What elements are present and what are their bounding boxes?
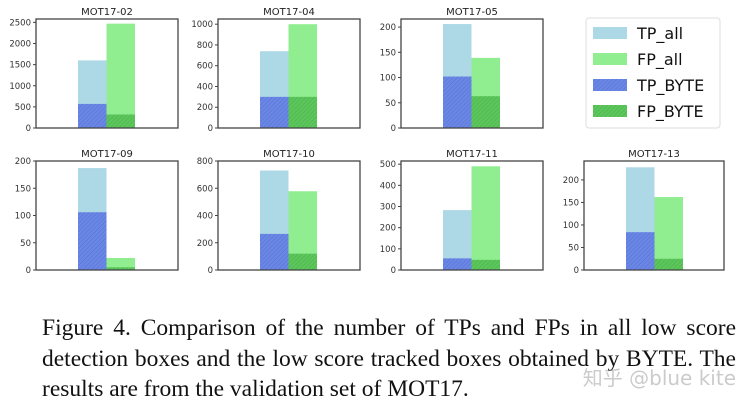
bar-fp-all — [106, 258, 135, 270]
legend-swatch-tp-all — [593, 27, 627, 39]
y-tick-label: 1000 — [9, 82, 31, 92]
y-tick-label: 150 — [380, 48, 396, 58]
y-tick-label: 50 — [568, 243, 579, 253]
subplot-mot17-04: 0 200 400 600 800 1000 MOT17-04 — [191, 7, 361, 134]
y-tick-label: 0 — [208, 266, 213, 276]
y-tick-label: 1500 — [9, 61, 31, 71]
axes-frame — [217, 18, 361, 129]
axes-frame — [583, 160, 725, 271]
bar-tp-byte — [260, 96, 289, 128]
subplot-mot17-02: 0 500 1000 1500 2000 2500 MOT17-02 — [9, 7, 179, 134]
y-tick-label: 0 — [391, 266, 396, 276]
bar-fp-byte — [106, 267, 135, 270]
subplot-title: MOT17-09 — [81, 149, 133, 160]
y-tick-label: 0 — [574, 266, 579, 276]
subplot-title: MOT17-04 — [263, 7, 315, 18]
y-tick-label: 200 — [380, 23, 396, 33]
legend-label: TP_all — [636, 24, 683, 44]
y-tick-label: 2500 — [9, 18, 31, 28]
y-tick-label: 300 — [380, 203, 396, 213]
bar-fp-byte — [471, 259, 500, 270]
y-tick-label: 800 — [197, 41, 213, 51]
figure-caption: Figure 4. Comparison of the number of TP… — [42, 315, 736, 402]
bar-fp-all — [106, 23, 135, 129]
bar-tp-byte — [260, 233, 289, 270]
y-tick-label: 200 — [563, 176, 579, 186]
y-tick-label: 0 — [208, 124, 213, 134]
bar-tp-byte — [443, 258, 472, 270]
legend-label: FP_BYTE — [637, 102, 704, 122]
bar-tp-byte — [443, 76, 472, 128]
y-tick-label: 200 — [15, 157, 31, 167]
bar-tp-byte — [626, 232, 655, 270]
subplot-mot17-13: 0 50 100 150 200 MOT17-13 — [563, 149, 725, 276]
subplot-title: MOT17-11 — [446, 149, 498, 160]
axes-frame — [400, 160, 544, 271]
y-tick-label: 100 — [15, 212, 31, 222]
watermark: 知乎 @blue kite — [582, 366, 736, 390]
bar-fp-byte — [288, 96, 317, 128]
subplot-title: MOT17-05 — [446, 7, 498, 18]
subplot-mot17-05: 0 50 100 150 200 MOT17-05 — [380, 7, 544, 134]
bar-fp-byte — [471, 96, 500, 128]
bar-tp-byte — [78, 103, 107, 128]
y-tick-label: 800 — [197, 157, 213, 167]
y-tick-label: 2000 — [9, 40, 31, 50]
y-tick-label: 0 — [391, 124, 396, 134]
y-tick-label: 200 — [197, 239, 213, 249]
y-tick-label: 1000 — [191, 20, 213, 30]
y-tick-label: 500 — [15, 103, 31, 113]
y-tick-label: 50 — [20, 239, 31, 249]
legend-box — [585, 17, 721, 129]
y-tick-label: 150 — [15, 184, 31, 194]
y-tick-label: 400 — [380, 181, 396, 191]
y-tick-label: 200 — [197, 103, 213, 113]
legend-label: FP_all — [637, 50, 683, 70]
y-tick-label: 100 — [563, 221, 579, 231]
y-tick-label: 100 — [380, 74, 396, 84]
y-tick-label: 500 — [380, 160, 396, 170]
y-tick-label: 50 — [385, 99, 396, 109]
subplot-mot17-09: 0 50 100 150 200 MOT17-09 — [15, 149, 179, 276]
subplot-title: MOT17-13 — [628, 149, 680, 160]
subplot-title: MOT17-10 — [263, 149, 315, 160]
y-tick-label: 0 — [26, 124, 31, 134]
axes-frame — [35, 18, 179, 129]
axes-frame — [35, 160, 179, 271]
bar-tp-byte — [78, 212, 107, 270]
legend-swatch-fp-byte — [593, 105, 627, 117]
figure-chart: 05001000150020002500MOT17-02020040060080… — [9, 7, 725, 276]
subplot-mot17-10: 0 200 400 600 800 MOT17-10 — [197, 149, 361, 276]
y-tick-label: 600 — [197, 184, 213, 194]
y-tick-label: 600 — [197, 62, 213, 72]
legend-label: TP_BYTE — [636, 76, 704, 96]
y-tick-label: 400 — [197, 212, 213, 222]
y-tick-label: 100 — [380, 245, 396, 255]
subplot-mot17-11: 0 100 200 300 400 500 MOT17-11 — [380, 149, 544, 276]
bar-fp-all — [471, 166, 500, 270]
y-tick-label: 200 — [380, 224, 396, 234]
bar-fp-byte — [106, 114, 135, 128]
y-tick-label: 400 — [197, 82, 213, 92]
legend-swatch-tp-byte — [593, 79, 627, 91]
subplot-title: MOT17-02 — [81, 7, 133, 18]
legend-swatch-fp-all — [593, 53, 627, 65]
bar-fp-byte — [654, 258, 683, 270]
bar-fp-byte — [288, 253, 317, 270]
axes-frame — [400, 18, 544, 129]
bar-fp-all — [654, 197, 683, 270]
y-tick-label: 0 — [26, 266, 31, 276]
legend: TP_all FP_all TP_BYTE FP_BYTE — [585, 17, 721, 129]
y-tick-label: 150 — [563, 198, 579, 208]
